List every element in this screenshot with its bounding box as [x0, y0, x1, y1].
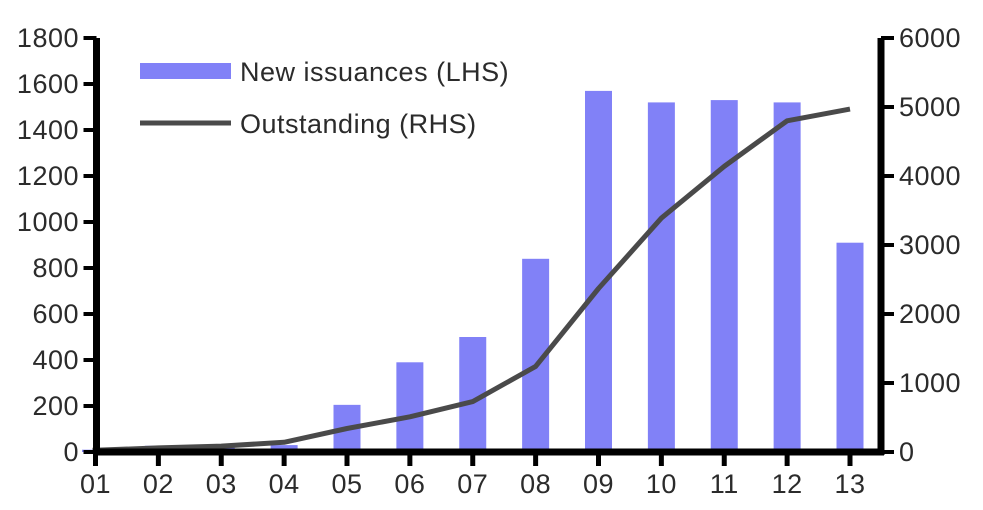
- left-axis-tick-label: 0: [63, 437, 79, 467]
- x-axis-tick-label: 06: [394, 469, 425, 499]
- x-axis-tick-label: 04: [269, 469, 300, 499]
- bar-06: [396, 362, 424, 452]
- x-axis-tick-label: 10: [646, 469, 677, 499]
- line-series: [92, 106, 851, 453]
- right-axis-tick-label: 2000: [899, 299, 961, 329]
- outstanding-line: [92, 106, 851, 453]
- bar-series: [82, 90, 864, 453]
- left-axis-tick-label: 800: [32, 253, 79, 283]
- right-axis-tick-label: 5000: [899, 92, 961, 122]
- bar-09: [585, 90, 612, 453]
- x-axis-tick-label: 09: [583, 469, 614, 499]
- x-axis-tick-label: 02: [143, 469, 174, 499]
- x-axis-tick-label: 12: [772, 469, 803, 499]
- x-axis-tick-label: 03: [206, 469, 237, 499]
- right-axis-tick-label: 1000: [899, 368, 961, 398]
- x-axis-tick-label: 08: [520, 469, 551, 499]
- axis-labels: 0 200 400 600 800 1000 1200 1400 1600 1800 0 1000 20…: [17, 23, 961, 499]
- bar-swatch-icon: [140, 63, 231, 79]
- right-axis-tick-label: 6000: [899, 23, 961, 53]
- bar-13: [836, 242, 864, 452]
- x-axis-tick-label: 05: [331, 469, 362, 499]
- x-axis-tick-label: 07: [457, 469, 488, 499]
- bar-11: [710, 100, 738, 452]
- left-axis-tick-label: 1200: [17, 161, 79, 191]
- left-axis-tick-label: 1800: [17, 23, 79, 53]
- x-axis-tick-label: 01: [80, 469, 111, 499]
- right-axis-tick-label: 4000: [899, 161, 961, 191]
- left-axis-tick-label: 400: [32, 345, 79, 375]
- legend-label-outstanding: Outstanding (RHS): [240, 109, 477, 139]
- left-axis-tick-label: 1600: [17, 69, 79, 99]
- right-axis-tick-label: 0: [899, 437, 915, 467]
- x-axis-tick-label: 11: [710, 469, 739, 499]
- legend-label-new-issuances: New issuances (LHS): [240, 57, 509, 87]
- axes: [83, 36, 894, 466]
- legend: New issuances (LHS) Outstanding (RHS): [140, 57, 509, 139]
- left-axis-tick-label: 600: [32, 299, 79, 329]
- left-axis-tick-label: 200: [32, 391, 79, 421]
- bar-10: [647, 102, 675, 453]
- right-axis-tick-label: 3000: [899, 230, 961, 260]
- x-axis-tick-label: 13: [834, 469, 865, 499]
- left-axis-tick-label: 1400: [17, 115, 79, 145]
- bar-12: [773, 102, 801, 453]
- left-axis-tick-label: 1000: [17, 207, 79, 237]
